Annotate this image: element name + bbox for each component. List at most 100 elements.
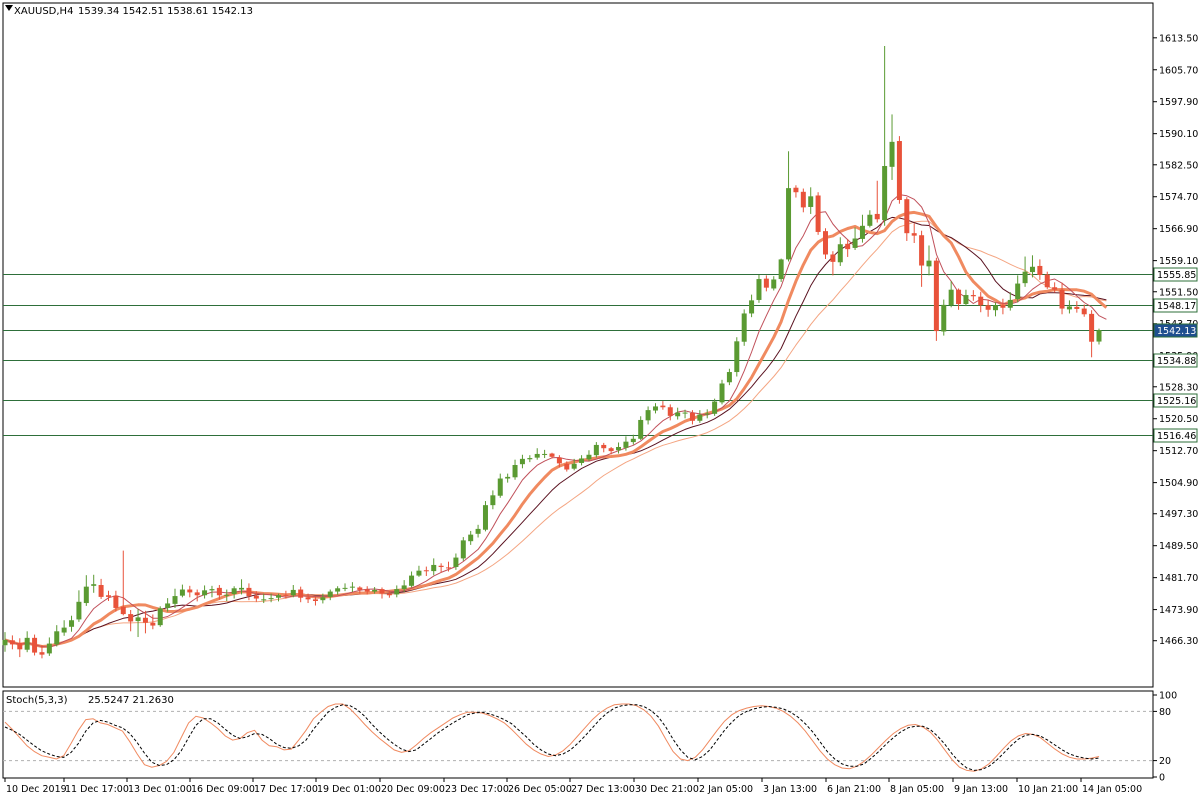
time-tick-label: 26 Dec 05:00	[508, 784, 572, 795]
candle-body	[54, 631, 60, 645]
moving-average-line	[4, 216, 1107, 647]
candle-body	[608, 448, 614, 452]
candle-body	[993, 305, 999, 311]
candle-body	[364, 589, 370, 592]
candle-body	[763, 278, 769, 288]
candle-body	[401, 585, 407, 590]
level-price-box	[1153, 323, 1198, 338]
stochastic-readout: 25.5247 21.2630	[88, 695, 174, 706]
candle-body	[652, 406, 658, 411]
candle-body	[98, 585, 104, 597]
candle-body	[231, 588, 237, 595]
price-tick-label: 1497.30	[1159, 509, 1198, 520]
candle-body	[379, 589, 385, 594]
level-price-label: 1516.46	[1157, 431, 1196, 442]
candle-body	[985, 305, 991, 310]
candle-body	[933, 260, 939, 332]
candle-body	[867, 214, 873, 226]
price-tick-label: 1481.70	[1159, 573, 1198, 584]
candle-body	[970, 295, 976, 297]
candle-body	[32, 637, 38, 653]
candle-body	[342, 587, 348, 589]
candle-body	[150, 622, 156, 626]
candle-body	[697, 414, 703, 421]
price-chart-pane[interactable]: 1466.30 1473.90 1481.70 1489.50 1497.30 1504.…	[2, 2, 1199, 688]
candle-body	[224, 594, 230, 596]
candle-body	[667, 407, 673, 416]
candle-body	[564, 463, 570, 470]
candle-body	[475, 528, 481, 534]
time-tick-label: 11 Dec 17:00	[65, 784, 129, 795]
candle-body	[956, 289, 962, 305]
time-tick-label: 27 Dec 13:00	[571, 784, 635, 795]
stochastic-signal-line	[4, 704, 1100, 771]
candle-body	[734, 341, 740, 373]
candle-body	[468, 534, 474, 542]
candle-body	[320, 597, 326, 601]
candle-body	[778, 259, 784, 280]
candle-body	[896, 141, 902, 201]
candle-body	[534, 453, 540, 458]
candle-body	[157, 608, 163, 626]
candle-body	[1059, 289, 1065, 309]
candle-body	[335, 588, 341, 592]
price-tick-label: 1512.70	[1159, 446, 1198, 457]
candle-body	[623, 441, 629, 448]
candle-body	[39, 652, 45, 655]
candle-body	[549, 453, 555, 457]
candle-body	[660, 405, 666, 408]
candle-body	[682, 412, 688, 414]
price-tick-label: 1473.90	[1159, 605, 1198, 616]
candle-body	[645, 410, 651, 421]
candle-body	[409, 575, 415, 586]
candle-body	[845, 243, 851, 250]
candle-body	[416, 570, 422, 576]
chart-title: XAUUSD,H4	[14, 6, 73, 17]
candle-body	[9, 640, 15, 645]
candle-body	[290, 589, 296, 596]
candle-body	[579, 458, 585, 463]
candle-body	[17, 642, 23, 650]
candle-body	[246, 587, 252, 597]
candle-body	[386, 593, 392, 596]
candle-body	[105, 595, 111, 597]
candle-body	[556, 457, 562, 464]
time-tick-label: 17 Dec 17:00	[254, 784, 318, 795]
candle-body	[859, 225, 865, 239]
candle-body	[1015, 283, 1021, 300]
candle-body	[1074, 306, 1080, 309]
candle-body	[394, 589, 400, 595]
candle-body	[505, 476, 511, 479]
candle-body	[1089, 313, 1095, 342]
candle-body	[837, 244, 843, 263]
candle-body	[1066, 306, 1072, 310]
candle-body	[1029, 266, 1035, 273]
price-tick-label: 1566.90	[1159, 224, 1198, 235]
candle-body	[2, 639, 8, 646]
candle-body	[616, 446, 622, 451]
time-tick-label: 13 Dec 01:00	[128, 784, 192, 795]
candle-body	[926, 260, 932, 267]
candle-body	[276, 595, 281, 598]
candle-body	[800, 191, 806, 208]
candle-body	[460, 540, 466, 559]
stochastic-title: Stoch(5,3,3)	[6, 695, 68, 706]
candle-body	[372, 589, 378, 592]
candle-body	[919, 235, 925, 266]
stochastic-pane[interactable]: 100 80 20 0	[2, 690, 1177, 784]
candle-body	[482, 505, 488, 530]
candle-body	[1081, 308, 1087, 315]
price-tick-label: 1520.50	[1159, 414, 1198, 425]
candle-body	[423, 570, 429, 572]
dropdown-triangle-icon[interactable]	[5, 5, 13, 11]
candle-body	[911, 233, 917, 236]
candle-body	[261, 599, 267, 601]
stochastic-pane-frame	[2, 690, 1154, 779]
candle-body	[519, 458, 525, 465]
candle-body	[312, 599, 318, 601]
level-price-box	[1153, 298, 1198, 313]
candle-body	[675, 412, 681, 417]
stochastic-tick-label: 80	[1159, 707, 1171, 718]
candle-body	[689, 412, 695, 421]
